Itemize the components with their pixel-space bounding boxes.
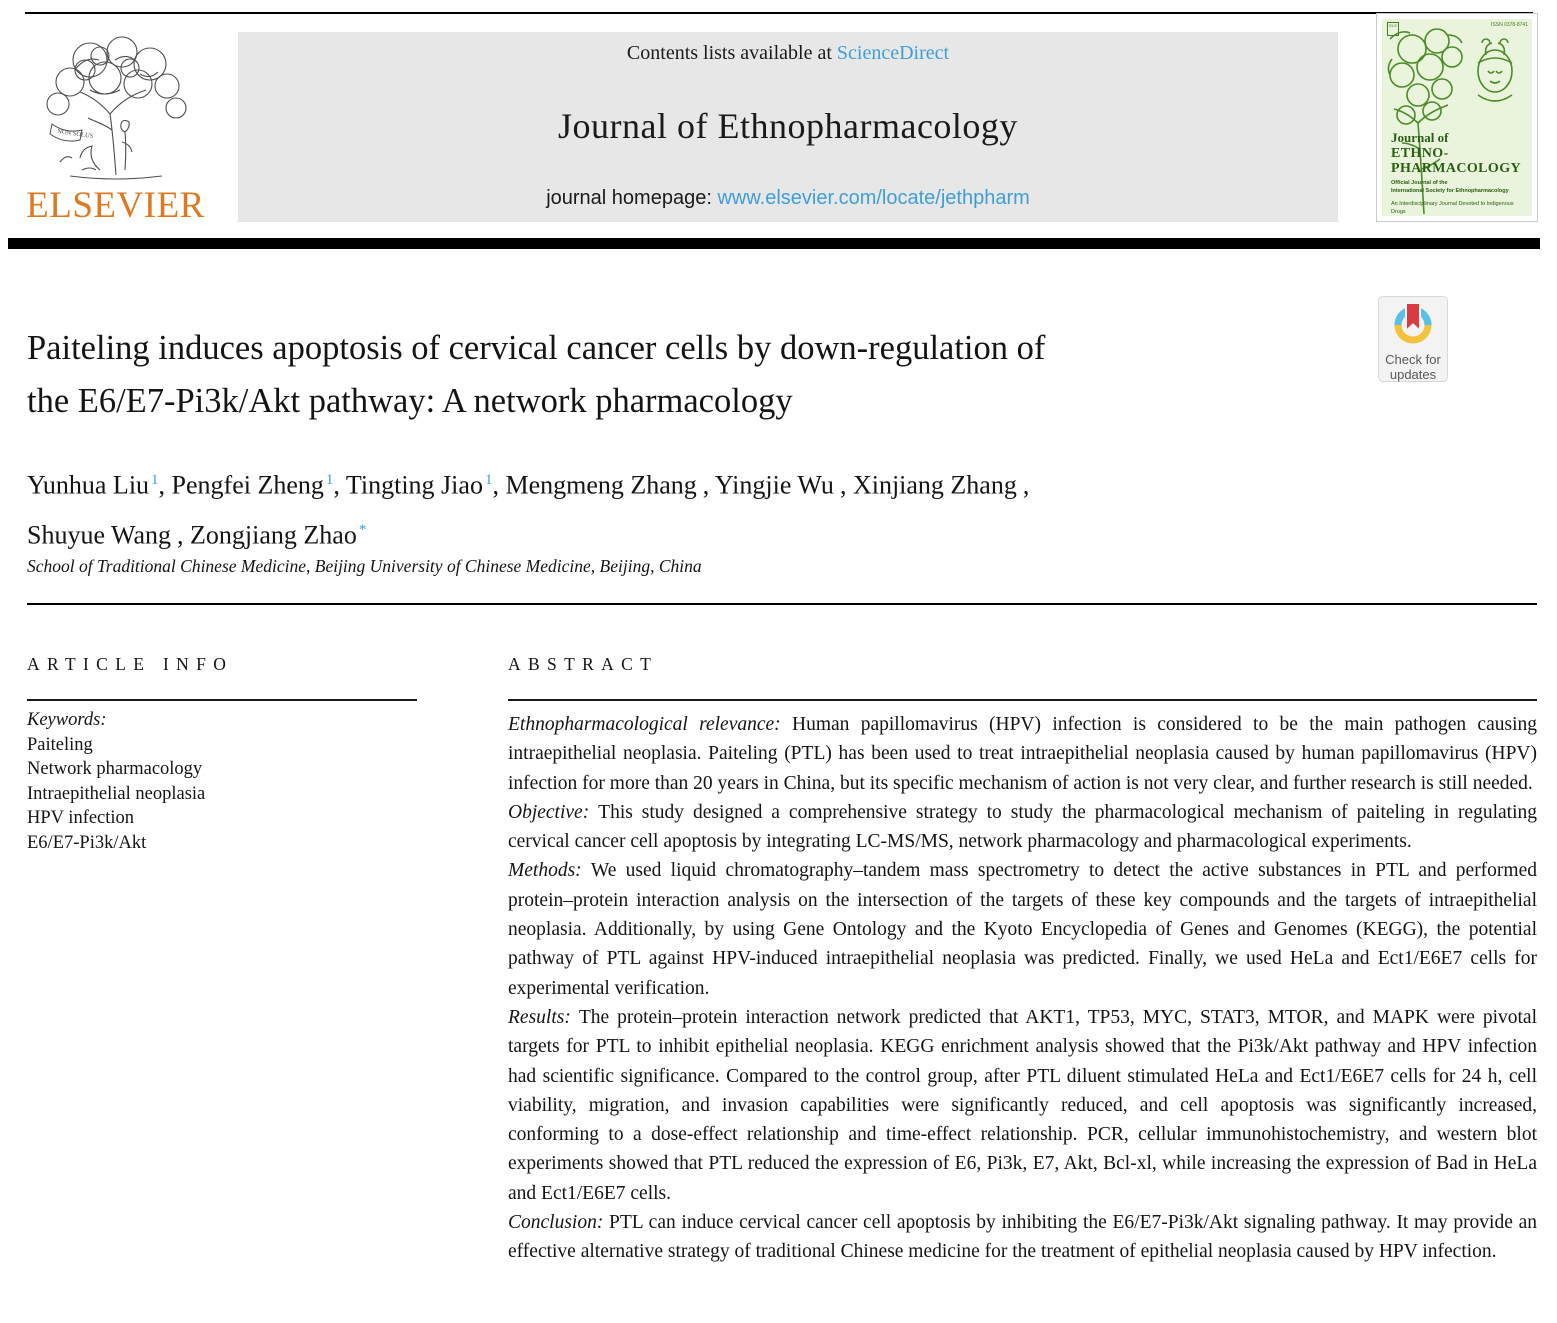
author-name: Pengfei Zheng	[171, 470, 324, 500]
article-title: Paiteling induces apoptosis of cervical …	[27, 322, 1357, 428]
check-for-updates-badge[interactable]: Check for updates	[1378, 296, 1448, 382]
abstract-heading: ABSTRACT	[508, 654, 659, 674]
abstract-section-label: Conclusion:	[508, 1212, 610, 1234]
elsevier-logo: NON SOLUS ELSEVIER	[18, 30, 213, 228]
abstract-section-label: Results:	[508, 1006, 579, 1028]
crossmark-icon	[1394, 302, 1432, 344]
author-footnote-marker: 1	[484, 472, 493, 488]
corresponding-author-marker: *	[358, 521, 367, 538]
abstract-section: Objective: This study designed a compreh…	[508, 801, 1538, 853]
article-title-line2: the E6/E7-Pi3k/Akt pathway: A network ph…	[27, 382, 793, 420]
keywords-block: Keywords: Paiteling Network pharmacology I…	[27, 708, 417, 856]
homepage-prefix: journal homepage:	[546, 187, 718, 209]
cover-title-line3: PHARMACOLOGY	[1391, 161, 1522, 177]
article-title-line1: Paiteling induces apoptosis of cervical …	[27, 329, 1046, 367]
journal-title: Journal of Ethnopharmacology	[558, 106, 1018, 146]
keyword-item: Intraepithelial neoplasia	[27, 783, 206, 804]
author-footnote-marker: 1	[151, 472, 159, 488]
cover-title-line1: Journal of	[1391, 130, 1449, 145]
cover-title: Journal of ETHNO- PHARMACOLOGY	[1391, 130, 1522, 177]
abstract-section: Methods: We used liquid chromatography–t…	[508, 860, 1537, 999]
abstract-section: Ethnopharmacological relevance: Human pa…	[508, 714, 1538, 794]
cover-title-line2: ETHNO-	[1391, 145, 1449, 161]
keyword-item: Paiteling	[27, 734, 93, 755]
author-footnote-marker: 1	[325, 472, 334, 488]
author-name: Yunhua Liu	[27, 470, 150, 500]
cover-subtitle-line1: Official Journal of the	[1391, 180, 1448, 186]
abstract-section: Results: The protein–protein interaction…	[508, 1006, 1537, 1204]
homepage-url-link[interactable]: www.elsevier.com/locate/jethpharm	[717, 187, 1030, 209]
author-line-2: Shuyue Wang, Zongjiang Zhao *	[27, 520, 367, 550]
author-list: Yunhua Liu 1, Pengfei Zheng 1, Tingting Ji…	[27, 458, 1367, 557]
top-rule	[25, 12, 1533, 14]
header-divider-bar	[8, 238, 1540, 249]
journal-cover-art: ELS ISSN 0378-8741 Journal of ETHNO- PHA…	[1382, 19, 1532, 216]
journal-header-banner: Contents lists available at ScienceDirec…	[238, 32, 1338, 222]
check-for-updates-label: Check for updates	[1385, 352, 1441, 382]
cover-tree-icon	[1387, 28, 1513, 215]
abstract-section-label: Methods:	[508, 860, 591, 882]
abstract-body: Ethnopharmacological relevance: Human pa…	[508, 710, 1537, 1267]
cover-subtitle-line2: International Society for Ethnopharmacol…	[1391, 188, 1509, 195]
elsevier-wordmark: ELSEVIER	[26, 185, 205, 226]
author-name: Zongjiang Zhao	[190, 520, 357, 550]
author-name: Yingjie Wu	[714, 470, 834, 500]
article-info-rule	[27, 699, 417, 701]
contents-lists-line: Contents lists available at ScienceDirec…	[627, 42, 949, 65]
cover-issn: ISSN 0378-8741	[1491, 22, 1528, 28]
abstract-rule	[508, 699, 1537, 701]
keyword-item: Network pharmacology	[27, 759, 203, 780]
elsevier-tree-icon: NON SOLUS	[45, 36, 187, 180]
keyword-item: HPV infection	[27, 808, 135, 829]
author-line-1: Yunhua Liu 1, Pengfei Zheng 1, Tingting Ji…	[27, 470, 1030, 500]
keywords-list: Paiteling Network pharmacology Intraepithe…	[27, 733, 417, 856]
journal-cover-thumbnail[interactable]: ELS ISSN 0378-8741 Journal of ETHNO- PHA…	[1376, 13, 1538, 222]
article-info-heading: ARTICLE INFO	[27, 654, 234, 674]
author-name: Xinjiang Zhang	[852, 470, 1017, 500]
author-name: Mengmeng Zhang	[505, 470, 697, 500]
abstract-section-label: Ethnopharmacological relevance:	[508, 714, 792, 735]
journal-homepage-line: journal homepage: www.elsevier.com/locat…	[546, 187, 1030, 210]
author-name: Shuyue Wang	[27, 520, 172, 550]
keywords-label: Keywords:	[27, 710, 107, 730]
keyword-item: E6/E7-Pi3k/Akt	[27, 832, 147, 853]
sciencedirect-link[interactable]: ScienceDirect	[836, 42, 950, 64]
abstract-section: Conclusion: PTL can induce cervical canc…	[508, 1212, 1537, 1263]
cover-subtitle: Official Journal of the International So…	[1391, 179, 1521, 216]
contents-lists-text: Contents lists available at	[626, 42, 837, 64]
author-name: Tingting Jiao	[345, 470, 483, 500]
affiliation: School of Traditional Chinese Medicine, …	[27, 556, 702, 576]
abstract-section-label: Objective:	[508, 801, 599, 823]
cover-subtitle-line3: An Interdisciplinary Journal Devoted to …	[1391, 200, 1514, 215]
section-divider-rule	[27, 603, 1537, 605]
